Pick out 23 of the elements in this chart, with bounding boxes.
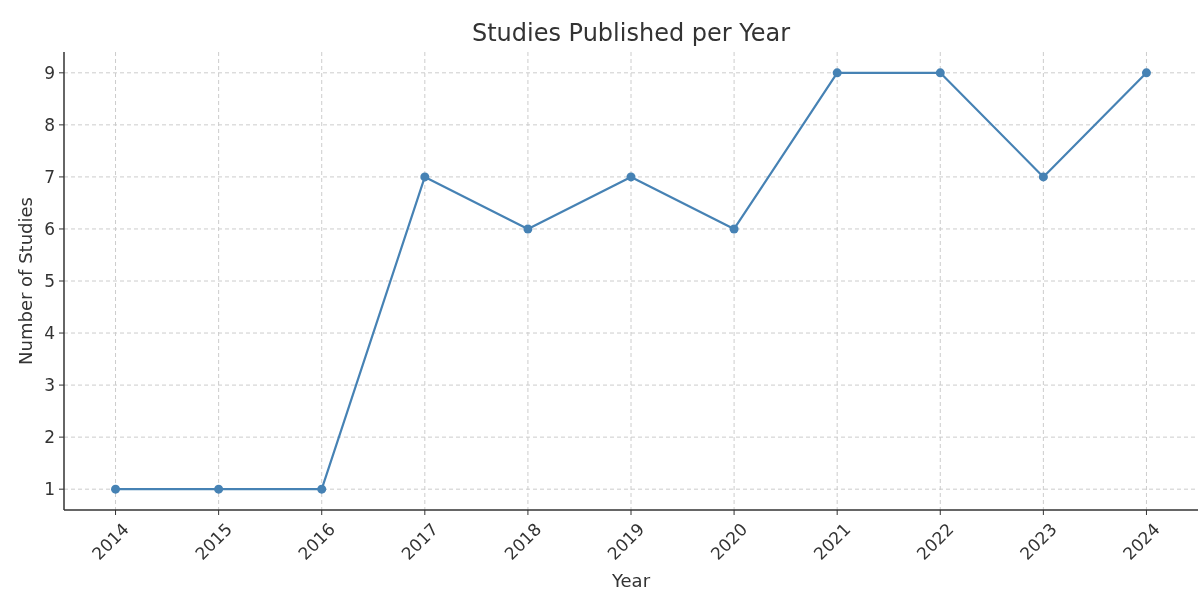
y-tick-label: 2: [44, 427, 55, 448]
point: [626, 172, 636, 182]
y-tick-label: 4: [44, 323, 55, 343]
y-tick-label: 5: [44, 270, 55, 291]
point: [1038, 172, 1048, 182]
point: [729, 224, 739, 234]
y-axis-title: Number of Studies: [15, 197, 36, 365]
point: [214, 484, 224, 494]
y-tick-label: 7: [44, 166, 55, 187]
point: [935, 68, 945, 78]
chart-title: Studies Published per Year: [471, 19, 791, 47]
y-tick-label: 3: [44, 375, 55, 396]
point: [1141, 68, 1151, 78]
y-tick-label: 1: [44, 479, 55, 500]
x-axis-title: Year: [610, 570, 651, 591]
point: [111, 484, 121, 494]
point: [832, 68, 842, 78]
y-tick-label: 8: [44, 114, 55, 135]
point: [420, 172, 430, 182]
y-tick-label: 9: [44, 62, 55, 83]
point: [523, 224, 533, 234]
y-tick-label: 6: [44, 218, 55, 239]
point: [317, 484, 327, 494]
